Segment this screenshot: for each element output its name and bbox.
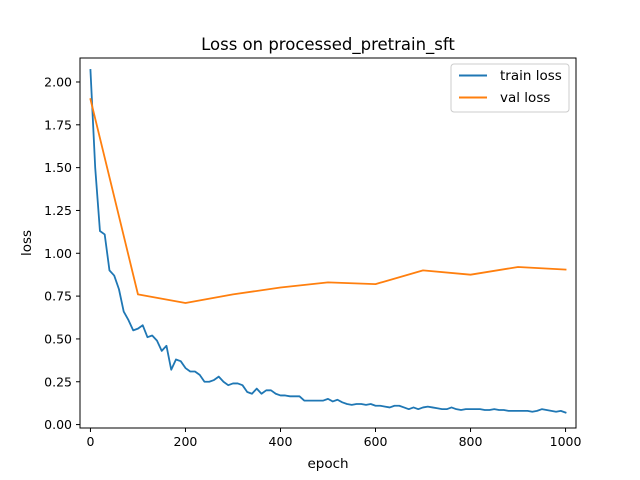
y-tick-label: 1.50 (44, 160, 72, 175)
y-axis-label: loss (19, 230, 35, 256)
legend-label-train-loss: train loss (500, 68, 562, 84)
x-tick-label: 200 (174, 434, 198, 449)
legend: train loss val loss (450, 63, 570, 113)
x-tick-label: 800 (459, 434, 483, 449)
legend-label-val-loss: val loss (500, 90, 550, 106)
y-tick-label: 0.00 (44, 417, 72, 432)
series-line-train-loss (89, 69, 567, 414)
y-tick-label: 2.00 (44, 74, 72, 89)
x-tick-label: 0 (86, 434, 94, 449)
x-tick-label: 1000 (550, 434, 582, 449)
x-tick-label: 400 (269, 434, 293, 449)
chart-title: Loss on processed_pretrain_sft (201, 35, 455, 55)
y-tick-label: 0.25 (44, 374, 72, 389)
x-tick-label: 600 (364, 434, 388, 449)
y-axis: 0.00 0.25 0.50 0.75 1.00 1.25 1.50 1.75 2.00 (44, 74, 80, 432)
x-axis-label: epoch (307, 456, 348, 472)
y-tick-label: 0.75 (44, 289, 72, 304)
series-line-val-loss (89, 98, 567, 304)
y-tick-label: 1.25 (44, 203, 72, 218)
plot-lines (89, 69, 567, 414)
x-axis: 0 200 400 600 800 1000 (86, 428, 582, 449)
y-tick-label: 1.75 (44, 117, 72, 132)
plot-area-frame (79, 57, 577, 429)
y-tick-label: 1.00 (44, 246, 72, 261)
y-tick-label: 0.50 (44, 331, 72, 346)
